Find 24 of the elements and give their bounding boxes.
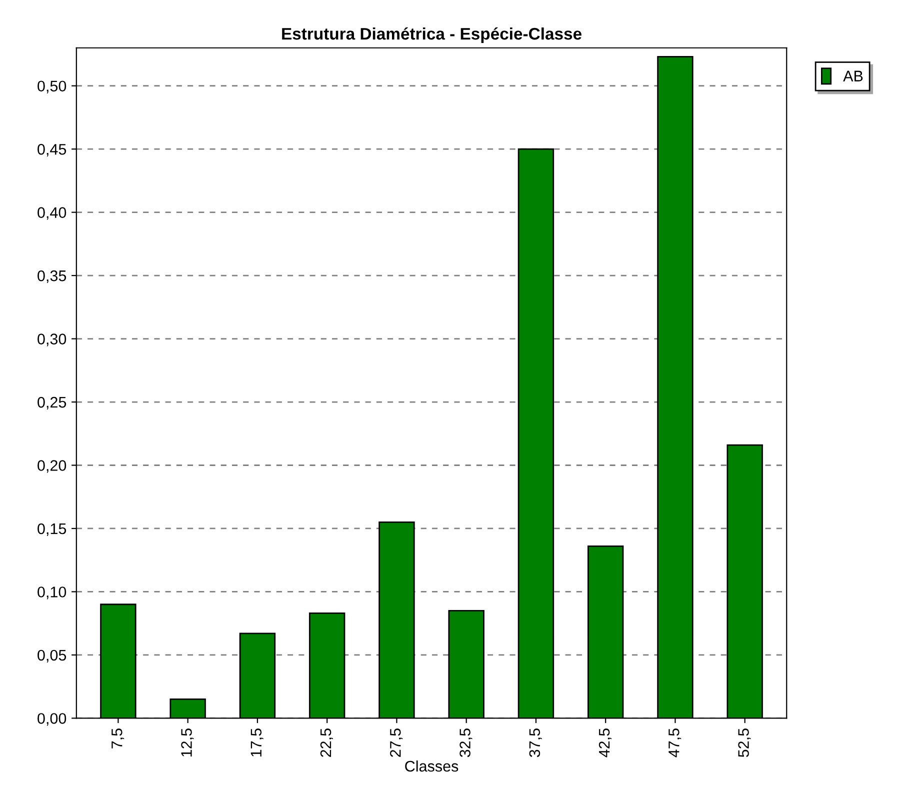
y-tick-label: 0,15: [38, 523, 66, 536]
x-tick-label: 27,5: [390, 728, 403, 757]
legend-label: AB: [843, 70, 863, 82]
x-tick-label: 37,5: [529, 728, 542, 758]
chart-title: Estrutura Diamétrica - Espécie-Classe: [282, 27, 582, 44]
y-tick-label: 0,40: [38, 207, 66, 220]
x-tick-label: 12,5: [181, 728, 194, 756]
y-tick-label: 0,10: [38, 586, 66, 600]
y-tick-label: 0,50: [38, 80, 66, 94]
x-tick-label: 22,5: [320, 728, 333, 757]
y-tick-label: 0,30: [38, 334, 66, 346]
x-tick-label: 7,5: [112, 728, 124, 748]
x-tick-label: 52,5: [738, 728, 751, 758]
y-tick-label: 0,00: [38, 713, 66, 726]
y-tick-label: 0,45: [38, 144, 66, 157]
x-tick-label: 42,5: [598, 728, 612, 758]
y-tick-label: 0,25: [38, 396, 66, 410]
x-tick-label: 32,5: [460, 728, 472, 758]
y-tick-label: 0,05: [38, 650, 66, 662]
y-tick-label: 0,20: [38, 460, 66, 473]
x-axis-title: Classes: [405, 760, 458, 772]
x-tick-label: 47,5: [668, 728, 682, 758]
y-tick-label: 0,35: [38, 270, 66, 284]
x-tick-label: 17,5: [250, 728, 264, 756]
